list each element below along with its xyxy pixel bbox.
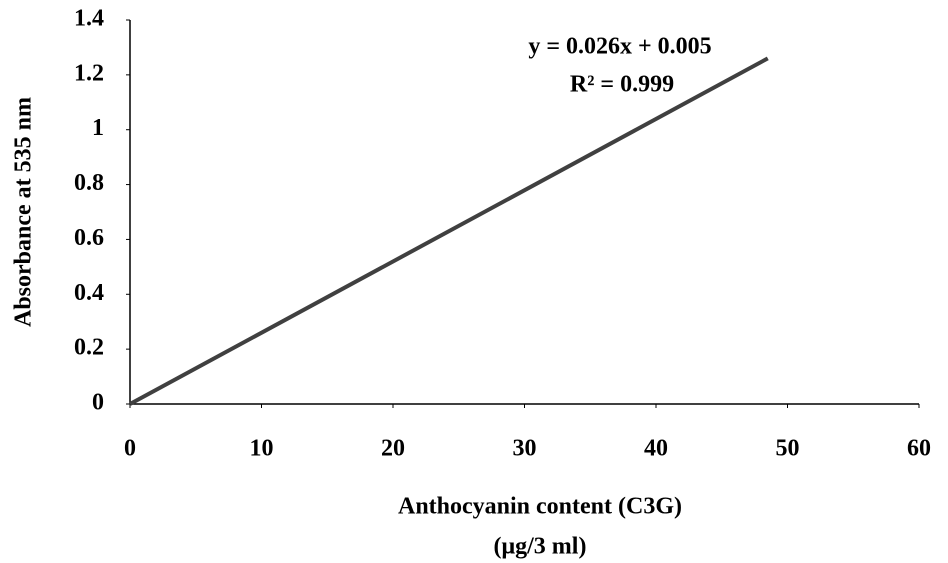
- x-tick-label: 0: [124, 436, 136, 462]
- x-tick-label: 30: [513, 436, 537, 462]
- y-tick-label: 0.2: [74, 335, 104, 361]
- x-axis-label: Anthocyanin content (C3G): [398, 494, 682, 520]
- y-tick-label: 0.8: [74, 170, 104, 196]
- x-tick-label: 40: [644, 436, 668, 462]
- y-tick-label: 1: [92, 115, 104, 141]
- x-axis-unit: (μg/3 ml): [494, 534, 587, 560]
- y-tick-label: 0.6: [74, 225, 104, 251]
- x-tick-label: 20: [381, 436, 405, 462]
- x-tick-label: 10: [250, 436, 274, 462]
- y-tick-label: 1.2: [74, 60, 104, 86]
- y-axis-label: Absorbance at 535 nm: [11, 97, 37, 327]
- y-tick-label: 0.4: [74, 280, 104, 306]
- y-tick-label: 1.4: [74, 6, 104, 32]
- y-tick-label: 0: [92, 390, 104, 416]
- series-line: [129, 56, 769, 406]
- equation: y = 0.026x + 0.005: [528, 34, 711, 60]
- r-squared: R² = 0.999: [570, 72, 674, 98]
- x-tick-label: 50: [776, 436, 800, 462]
- x-tick-label: 60: [907, 436, 931, 462]
